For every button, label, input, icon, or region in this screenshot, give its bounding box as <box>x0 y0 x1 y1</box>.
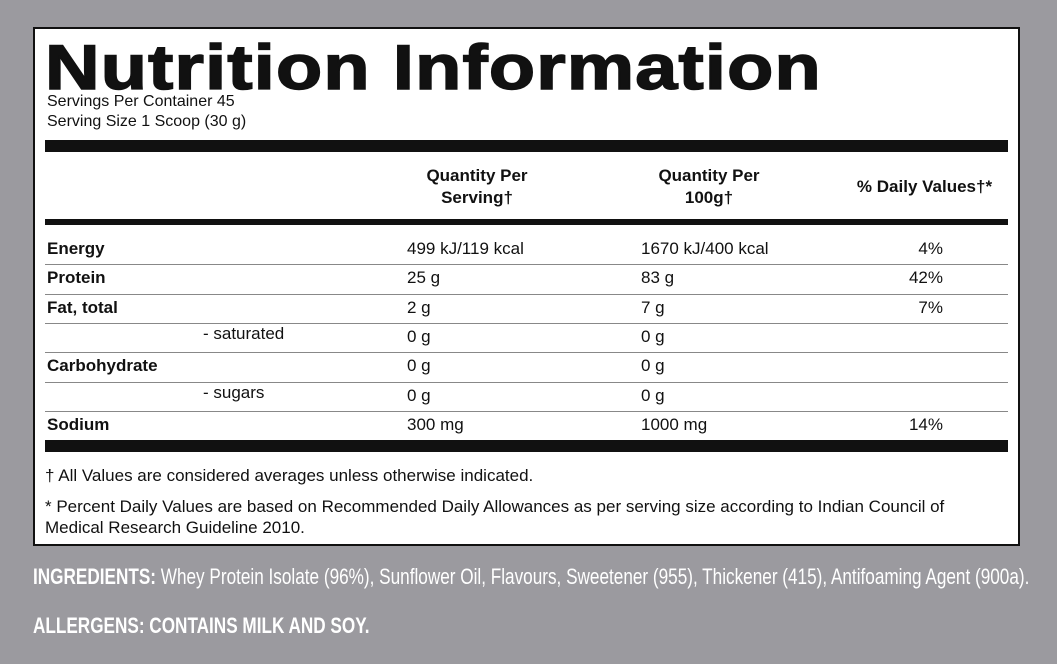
daily-value: 7% <box>918 297 943 317</box>
allergens: ALLERGENS: CONTAINS MILK AND SOY. <box>33 613 370 638</box>
per-100g: 0 g <box>641 326 665 346</box>
per-serving: 25 g <box>407 268 441 288</box>
row-name: Energy <box>47 239 105 258</box>
ingredients-text: Whey Protein Isolate (96%), Sunflower Oi… <box>160 564 1030 589</box>
row-name: Sodium <box>47 414 110 434</box>
divider <box>45 140 1008 152</box>
divider <box>45 219 1008 225</box>
row-name: Protein <box>47 268 106 288</box>
per-serving: 0 g <box>407 356 431 376</box>
serving-size: Serving Size 1 Scoop (30 g) <box>47 113 247 130</box>
per-100g: 1670 kJ/400 kcal <box>641 239 769 258</box>
per-serving: 300 mg <box>407 414 464 434</box>
per-serving: 0 g <box>407 385 431 405</box>
daily-value: 4% <box>918 239 943 258</box>
row-line <box>45 322 1008 324</box>
per-serving: 0 g <box>407 326 431 346</box>
row-line <box>45 293 1008 295</box>
footnote: * Percent Daily Values are based on Reco… <box>45 497 945 537</box>
ingredients-label: INGREDIENTS: <box>33 564 156 589</box>
column-header: Quantity Per Serving† <box>426 166 528 207</box>
column-header: % Daily Values†* <box>856 177 993 196</box>
row-name: Carbohydrate <box>47 356 158 376</box>
daily-value: 14% <box>908 414 943 434</box>
per-100g: 0 g <box>641 385 665 405</box>
per-100g: 0 g <box>641 356 665 376</box>
per-serving: 499 kJ/119 kcal <box>407 239 524 258</box>
row-subname: - saturated <box>203 323 285 343</box>
footnote: † All Values are considered averages unl… <box>45 466 534 485</box>
per-100g: 1000 mg <box>641 414 708 434</box>
title: Nutrition Information <box>44 32 822 104</box>
row-name: Fat, total <box>47 297 118 317</box>
divider <box>45 440 1008 452</box>
row-line <box>45 264 1008 266</box>
per-100g: 7 g <box>641 297 665 317</box>
row-line <box>45 410 1008 412</box>
row-line <box>45 352 1008 354</box>
per-100g: 83 g <box>641 268 675 288</box>
per-serving: 2 g <box>407 297 431 317</box>
ingredients: INGREDIENTS: Whey Protein Isolate (96%),… <box>33 564 1029 590</box>
servings-per-container: Servings Per Container 45 <box>47 93 235 110</box>
row-line <box>45 381 1008 383</box>
nutrition-panel: Nutrition Information Servings Per Conta… <box>33 27 1020 546</box>
column-header: Quantity Per 100g† <box>658 166 760 207</box>
row-subname: - sugars <box>203 382 265 402</box>
daily-value: 42% <box>908 268 943 288</box>
